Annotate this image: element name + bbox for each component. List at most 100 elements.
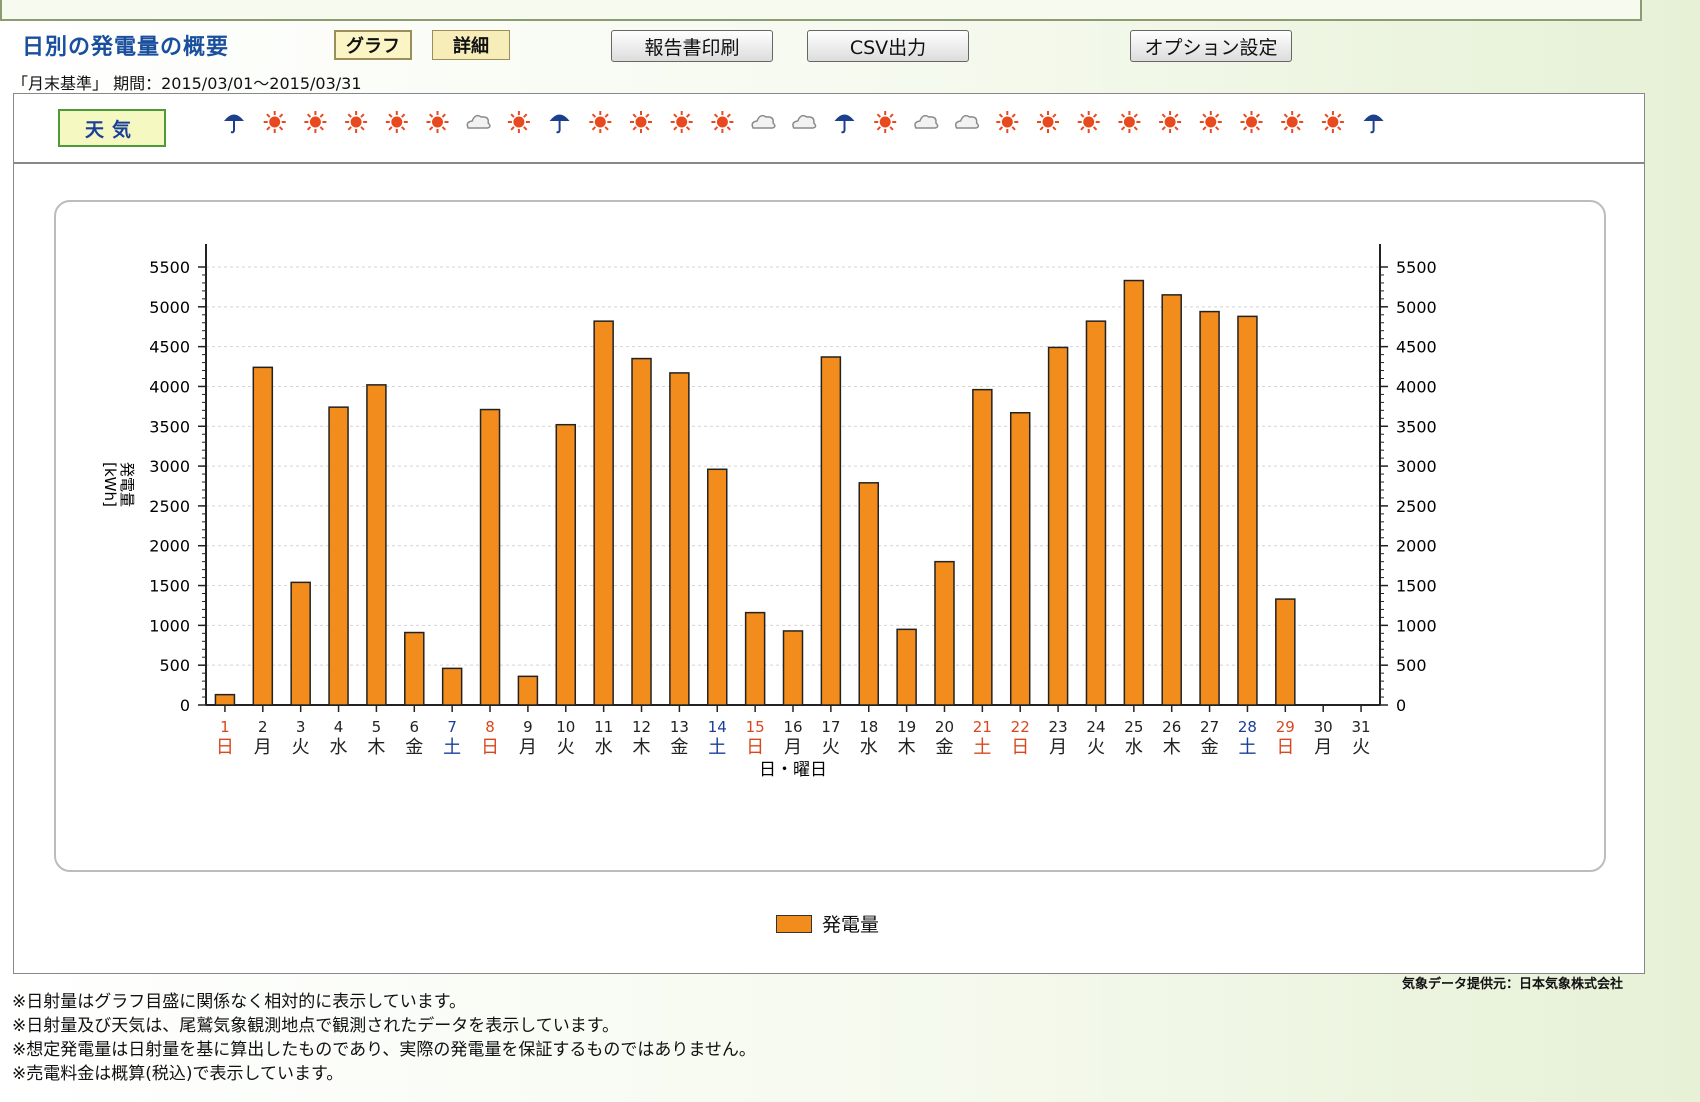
x-tick-weekday: 日 <box>1011 737 1029 758</box>
sun-icon <box>1240 111 1263 133</box>
x-tick-weekday: 火 <box>292 737 310 758</box>
x-tick-weekday: 水 <box>330 737 348 758</box>
sun-icon <box>1321 111 1344 133</box>
note-line: ※日射量及び天気は、尾鷲気象観測地点で観測されたデータを表示しています。 <box>12 1016 620 1036</box>
sun-icon <box>1037 111 1059 133</box>
x-tick-weekday: 土 <box>708 737 726 758</box>
x-tick-weekday: 金 <box>405 737 423 758</box>
sun-icon <box>1077 111 1100 133</box>
cloud-icon <box>954 114 980 129</box>
bar-day-27 <box>1199 310 1220 706</box>
x-tick-day: 20 <box>935 718 954 736</box>
y-tick-label-right: 2500 <box>1396 497 1437 516</box>
x-tick-day: 8 <box>485 718 495 736</box>
x-tick-weekday: 火 <box>1087 737 1105 758</box>
x-tick-weekday: 木 <box>633 737 651 758</box>
y-tick-label: 5000 <box>149 298 190 317</box>
x-tick-day: 28 <box>1238 718 1257 736</box>
legend-label: 発電量 <box>822 914 880 936</box>
csv-export-button[interactable]: CSV出力 <box>807 30 969 62</box>
x-tick-day: 18 <box>859 718 878 736</box>
x-tick-weekday: 金 <box>670 737 688 758</box>
x-tick-day: 6 <box>410 718 420 736</box>
y-tick-label: 4500 <box>149 338 190 357</box>
x-tick-day: 23 <box>1049 718 1068 736</box>
y-tick-label-right: 4000 <box>1396 377 1437 396</box>
x-tick-weekday: 土 <box>1238 737 1256 758</box>
y-tick-label-right: 5000 <box>1396 298 1437 317</box>
tab-detail[interactable]: 詳細 <box>432 30 510 60</box>
sun-icon <box>385 111 408 133</box>
x-tick-day: 15 <box>746 718 765 736</box>
x-tick-weekday: 日 <box>746 737 764 758</box>
y-tick-label: 3500 <box>149 417 190 436</box>
x-tick-weekday: 月 <box>1049 737 1067 758</box>
x-tick-weekday: 火 <box>822 737 840 758</box>
x-tick-day: 30 <box>1314 718 1333 736</box>
bar-day-22 <box>1009 411 1031 706</box>
x-axis-label: 日・曜日 <box>759 760 827 780</box>
x-tick-day: 12 <box>632 718 651 736</box>
weather-panel: 天気 <box>13 93 1645 163</box>
bar-day-26 <box>1161 294 1182 706</box>
bar-day-8 <box>479 408 501 706</box>
chart-legend: 発電量 <box>776 910 879 937</box>
bar-day-24 <box>1085 320 1107 706</box>
bar-day-19 <box>896 628 917 706</box>
bar-day-1 <box>214 693 236 706</box>
bar-day-12 <box>631 357 652 706</box>
y-tick-label-right: 3500 <box>1396 417 1437 436</box>
x-tick-day: 21 <box>973 718 992 736</box>
rain-icon <box>834 114 855 134</box>
x-tick-day: 2 <box>258 718 268 736</box>
x-tick-day: 9 <box>523 718 533 736</box>
note-line: ※日射量はグラフ目盛に関係なく相対的に表示しています。 <box>12 992 467 1012</box>
x-tick-day: 19 <box>897 718 916 736</box>
x-tick-day: 11 <box>594 718 613 736</box>
bar-day-4 <box>328 406 349 706</box>
x-tick-weekday: 水 <box>595 737 613 758</box>
x-tick-day: 13 <box>670 718 689 736</box>
bar-day-18 <box>858 482 879 706</box>
bar-day-5 <box>366 384 387 706</box>
sun-icon <box>426 111 449 133</box>
sun-icon <box>589 111 612 133</box>
footer-notes: ※日射量はグラフ目盛に関係なく相対的に表示しています。 ※日射量及び天気は、尾鷲… <box>12 990 756 1086</box>
x-tick-day: 31 <box>1352 718 1371 736</box>
x-tick-day: 3 <box>296 718 306 736</box>
x-tick-weekday: 日 <box>481 737 499 758</box>
x-tick-day: 7 <box>447 718 457 736</box>
weather-label: 天気 <box>58 109 166 147</box>
x-tick-day: 16 <box>783 718 802 736</box>
tab-graph[interactable]: グラフ <box>334 30 412 60</box>
x-tick-day: 27 <box>1200 718 1219 736</box>
bar-day-11 <box>593 320 614 706</box>
chart-frame: 0 0 500 500 1000 1000 1500 1500 2000 2000 2500 2500… <box>54 200 1606 872</box>
y-tick-label: 2000 <box>149 537 190 556</box>
x-tick-weekday: 木 <box>367 737 385 758</box>
data-source: 気象データ提供元：日本気象株式会社 <box>1402 977 1624 992</box>
option-settings-button[interactable]: オプション設定 <box>1130 30 1292 62</box>
bar-day-17 <box>820 356 842 706</box>
y-tick-label-right: 1500 <box>1396 577 1437 596</box>
bar-day-20 <box>934 560 955 706</box>
x-tick-day: 10 <box>556 718 575 736</box>
bar-day-9 <box>517 675 539 706</box>
note-line: ※売電料金は概算(税込)で表示しています。 <box>12 1064 344 1084</box>
x-tick-day: 29 <box>1276 718 1295 736</box>
y-tick-label: 2500 <box>149 497 190 516</box>
x-tick-day: 25 <box>1124 718 1143 736</box>
x-tick-day: 22 <box>1011 718 1030 736</box>
x-tick-weekday: 土 <box>443 737 461 758</box>
y-tick-label-right: 4500 <box>1396 338 1437 357</box>
y-tick-label: 1500 <box>149 577 190 596</box>
sun-icon <box>1159 111 1182 133</box>
bar-day-15 <box>744 611 766 706</box>
bar-day-29 <box>1275 598 1296 706</box>
print-report-button[interactable]: 報告書印刷 <box>611 30 773 62</box>
page-title: 日別の発電量の概要 <box>22 35 230 60</box>
rain-icon <box>549 114 570 134</box>
x-tick-weekday: 金 <box>935 737 953 758</box>
sun-icon <box>1118 111 1141 133</box>
bar-day-28 <box>1237 315 1258 706</box>
